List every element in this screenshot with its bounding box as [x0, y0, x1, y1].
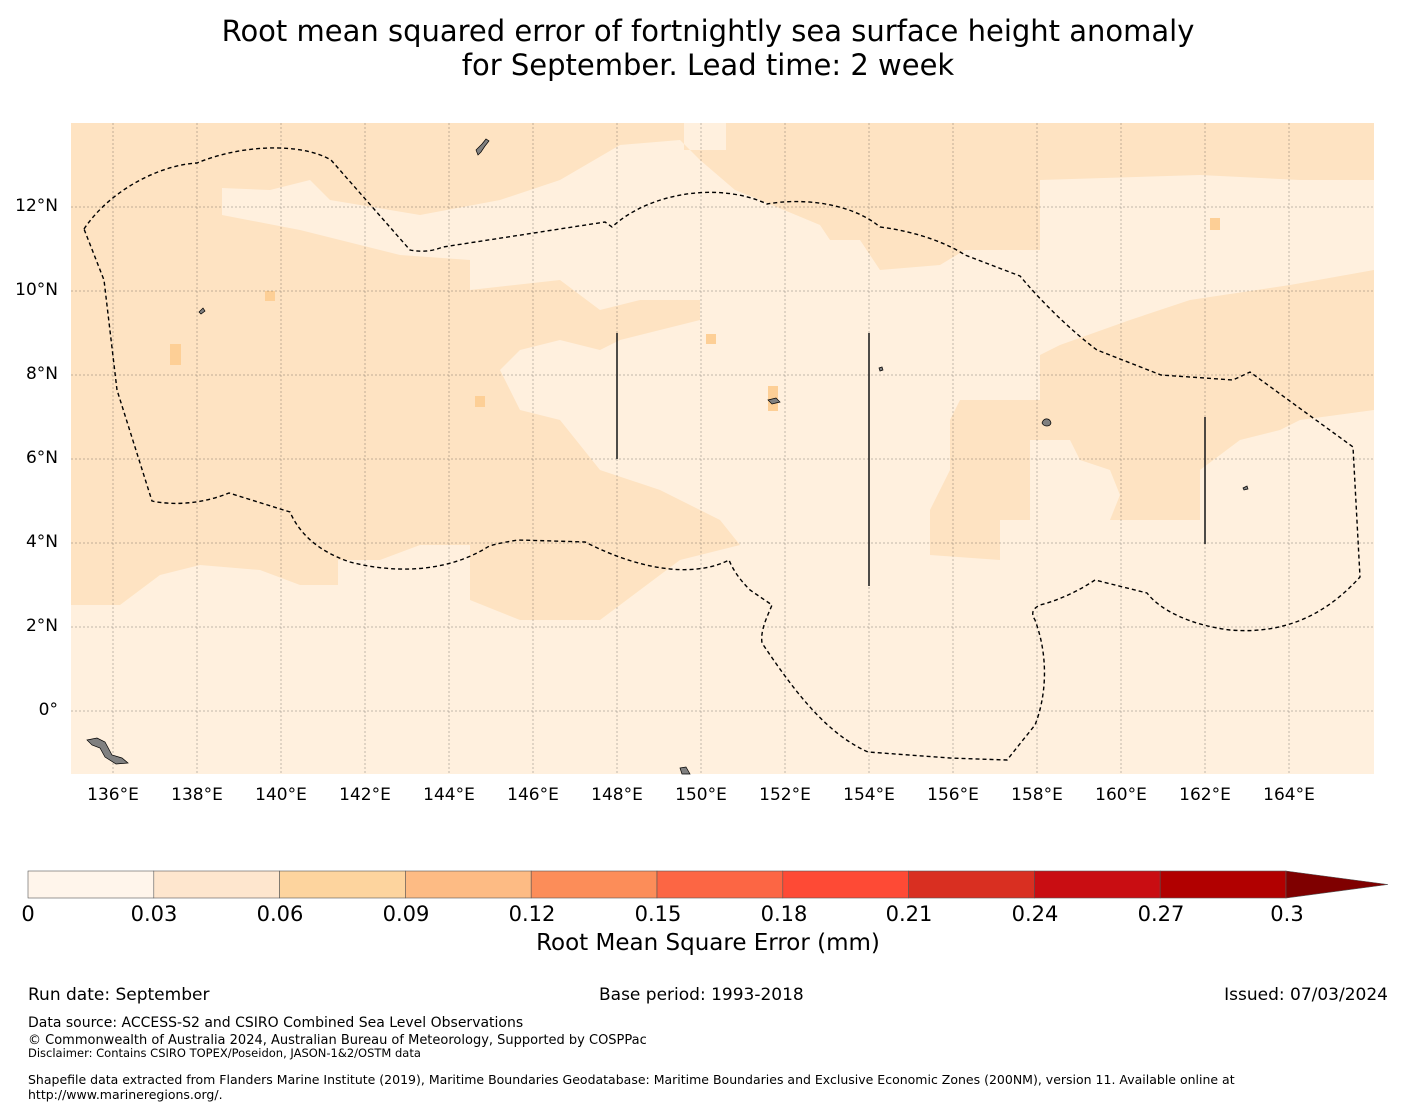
rmse-speck	[1210, 218, 1220, 230]
lat-tick-label: 12°N	[15, 196, 58, 216]
lat-tick-label: 6°N	[25, 448, 58, 468]
colorbar-swatch	[1034, 870, 1161, 899]
colorbar-extend-arrow	[1285, 870, 1389, 899]
shapefile-credit: Shapefile data extracted from Flanders M…	[28, 1072, 1235, 1102]
island-new-guinea	[86, 737, 129, 765]
colorbar-swatch	[1159, 870, 1287, 899]
colorbar-tick-label: 0.24	[1011, 902, 1059, 926]
land	[86, 138, 1249, 775]
colorbar-tick-label: 0.15	[634, 902, 682, 926]
lat-tick-label: 8°N	[25, 364, 58, 384]
base-period: Base period: 1993-2018	[599, 985, 804, 1005]
colorbar-tick-label: 0.12	[508, 902, 556, 926]
gridlines	[71, 123, 1374, 774]
colorbar-swatch	[782, 870, 909, 899]
lon-tick-label: 144°E	[423, 785, 475, 805]
colorbar-tick-label: 0.06	[256, 902, 304, 926]
island	[198, 307, 206, 315]
lon-tick-label: 146°E	[507, 785, 559, 805]
island	[767, 397, 781, 405]
colorbar-tick-label: 0	[21, 902, 35, 926]
disclaimer: Disclaimer: Contains CSIRO TOPEX/Poseido…	[28, 1046, 421, 1060]
lon-tick-label: 142°E	[339, 785, 391, 805]
colorbar-tick-label: 0.21	[885, 902, 933, 926]
lon-tick-label: 156°E	[927, 785, 979, 805]
colorbar-swatch	[27, 870, 155, 899]
colorbar-tick-label: 0.18	[760, 902, 808, 926]
title-line-1: Root mean squared error of fortnightly s…	[221, 14, 1195, 48]
rmse-region-west	[71, 123, 1374, 620]
colorbar-swatches	[27, 870, 1389, 899]
rmse-speck	[265, 291, 275, 301]
island-pohnpei	[1041, 418, 1052, 427]
colorbar-tick-label: 0.09	[382, 902, 430, 926]
lat-tick-label: 2°N	[25, 616, 58, 636]
grey-lines	[616, 333, 1206, 586]
colorbar	[27, 870, 1389, 899]
rmse-speck	[475, 396, 485, 407]
rmse-map	[71, 123, 1374, 775]
colorbar-swatch	[656, 870, 784, 899]
colorbar-swatch	[405, 870, 532, 899]
map-background	[71, 123, 1374, 774]
colorbar-swatch	[153, 870, 280, 899]
rmse-region-east	[930, 270, 1374, 560]
title-line-2: for September. Lead time: 2 week	[461, 48, 955, 82]
rmse-speck	[170, 344, 181, 365]
lon-tick-label: 136°E	[87, 785, 139, 805]
data-source: Data source: ACCESS-S2 and CSIRO Combine…	[28, 1015, 524, 1031]
lon-tick-label: 162°E	[1179, 785, 1231, 805]
lon-tick-label: 150°E	[675, 785, 727, 805]
colorbar-tick-label: 0.27	[1137, 902, 1185, 926]
colorbar-label: Root Mean Square Error (mm)	[536, 930, 880, 956]
colorbar-swatch	[279, 870, 406, 899]
issued-date: Issued: 07/03/2024	[1224, 985, 1388, 1005]
island-guam	[475, 138, 490, 156]
lon-tick-label: 158°E	[1011, 785, 1063, 805]
colorbar-swatch	[908, 870, 1035, 899]
lon-tick-label: 154°E	[843, 785, 895, 805]
rmse-speck	[706, 334, 716, 344]
lon-tick-label: 164°E	[1263, 785, 1315, 805]
lat-tick-label: 10°N	[15, 280, 58, 300]
colorbar-swatch	[530, 870, 658, 899]
island	[1242, 485, 1249, 491]
island	[878, 366, 884, 372]
colorbar-tick-label: 0.3	[1270, 902, 1304, 926]
island	[679, 766, 691, 775]
colorbar-tick-label: 0.03	[130, 902, 178, 926]
lon-tick-label: 152°E	[759, 785, 811, 805]
lon-tick-label: 160°E	[1095, 785, 1147, 805]
lat-tick-label: 0°	[38, 700, 58, 720]
lat-tick-label: 4°N	[25, 532, 58, 552]
lon-tick-label: 148°E	[591, 785, 643, 805]
lon-tick-label: 140°E	[255, 785, 307, 805]
lon-tick-label: 138°E	[171, 785, 223, 805]
run-date: Run date: September	[28, 985, 210, 1005]
chart-title: Root mean squared error of fortnightly s…	[0, 14, 1416, 82]
copyright: © Commonwealth of Australia 2024, Austra…	[28, 1033, 647, 1048]
